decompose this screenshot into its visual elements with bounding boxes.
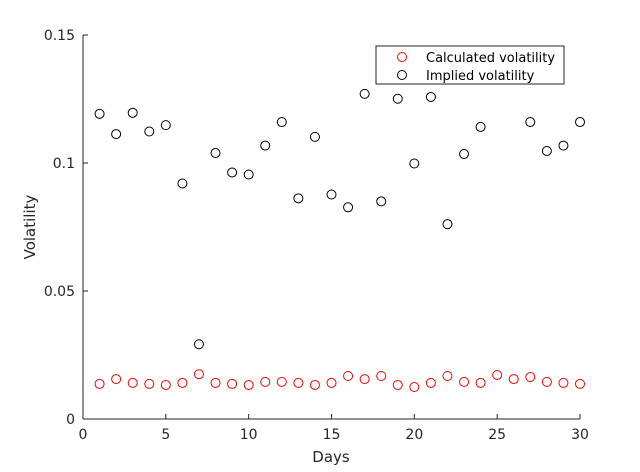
data-point bbox=[541, 145, 552, 156]
data-point bbox=[558, 377, 569, 388]
data-point bbox=[525, 372, 536, 383]
data-point bbox=[276, 117, 287, 128]
data-point bbox=[376, 370, 387, 381]
x-tick-label: 30 bbox=[571, 427, 589, 443]
data-point bbox=[359, 88, 370, 99]
data-point bbox=[260, 140, 271, 151]
data-point bbox=[442, 370, 453, 381]
data-point bbox=[459, 376, 470, 387]
y-tick-label: 0.1 bbox=[53, 156, 75, 172]
data-point bbox=[326, 189, 337, 200]
data-point bbox=[243, 169, 254, 180]
data-point bbox=[376, 196, 387, 207]
data-point bbox=[144, 378, 155, 389]
data-point bbox=[475, 377, 486, 388]
data-point bbox=[326, 377, 337, 388]
data-point bbox=[492, 369, 503, 380]
x-ticks: 0 5 10 15 20 25 30 bbox=[79, 414, 589, 443]
x-tick-label: 0 bbox=[79, 427, 88, 443]
data-point bbox=[575, 117, 585, 128]
data-point bbox=[127, 377, 138, 388]
data-point bbox=[442, 219, 453, 230]
data-point bbox=[177, 377, 188, 388]
data-point bbox=[193, 339, 204, 350]
x-tick-label: 20 bbox=[405, 427, 423, 443]
data-point bbox=[193, 369, 204, 380]
y-ticks: 0 0.05 0.1 0.15 bbox=[44, 28, 88, 428]
y-axis-title: Volatility bbox=[21, 194, 39, 259]
x-axis-title: Days bbox=[312, 448, 350, 466]
legend-marker-implied bbox=[397, 70, 407, 80]
x-tick-label: 15 bbox=[323, 427, 341, 443]
data-point bbox=[293, 193, 304, 204]
data-point bbox=[343, 370, 354, 381]
legend-box bbox=[375, 45, 565, 85]
plot-area bbox=[82, 35, 580, 420]
y-tick-label: 0 bbox=[66, 412, 75, 428]
data-point bbox=[392, 379, 403, 390]
data-point bbox=[111, 129, 122, 140]
x-tick-label: 25 bbox=[488, 427, 506, 443]
data-point bbox=[276, 376, 287, 387]
data-point bbox=[425, 91, 436, 102]
legend: Calculated volatility Implied volatility bbox=[375, 45, 565, 85]
data-point bbox=[309, 379, 320, 390]
data-point bbox=[160, 379, 171, 390]
x-tick-label: 10 bbox=[240, 427, 258, 443]
data-point bbox=[177, 178, 188, 189]
data-point bbox=[541, 376, 552, 387]
data-point bbox=[309, 131, 320, 142]
data-point bbox=[525, 117, 536, 128]
legend-label-calculated: Calculated volatility bbox=[426, 51, 555, 66]
data-point bbox=[227, 167, 238, 178]
data-point bbox=[293, 377, 304, 388]
y-tick-label: 0.05 bbox=[44, 284, 75, 300]
data-point bbox=[475, 121, 486, 132]
y-tick-label: 0.15 bbox=[44, 28, 75, 44]
data-point bbox=[409, 382, 420, 392]
data-point bbox=[508, 374, 519, 385]
data-point bbox=[558, 140, 569, 151]
series-calculated bbox=[94, 369, 585, 392]
data-point bbox=[260, 376, 271, 387]
x-tick-label: 5 bbox=[161, 427, 170, 443]
data-point bbox=[409, 158, 420, 169]
data-point bbox=[160, 120, 171, 131]
data-point bbox=[343, 202, 354, 213]
data-point bbox=[227, 378, 238, 389]
data-point bbox=[575, 378, 585, 389]
series-implied bbox=[94, 88, 585, 350]
data-point bbox=[243, 379, 254, 390]
data-point bbox=[392, 93, 403, 104]
data-point bbox=[359, 374, 370, 385]
data-point bbox=[210, 377, 221, 388]
data-point bbox=[94, 378, 105, 389]
data-point bbox=[144, 126, 155, 137]
data-point bbox=[210, 148, 221, 159]
data-point bbox=[94, 108, 105, 119]
legend-label-implied: Implied volatility bbox=[426, 69, 535, 84]
data-point bbox=[425, 377, 436, 388]
data-points bbox=[94, 88, 585, 392]
data-point bbox=[459, 149, 470, 160]
legend-marker-calculated bbox=[397, 52, 407, 62]
data-point bbox=[111, 374, 122, 385]
data-point bbox=[127, 107, 138, 118]
